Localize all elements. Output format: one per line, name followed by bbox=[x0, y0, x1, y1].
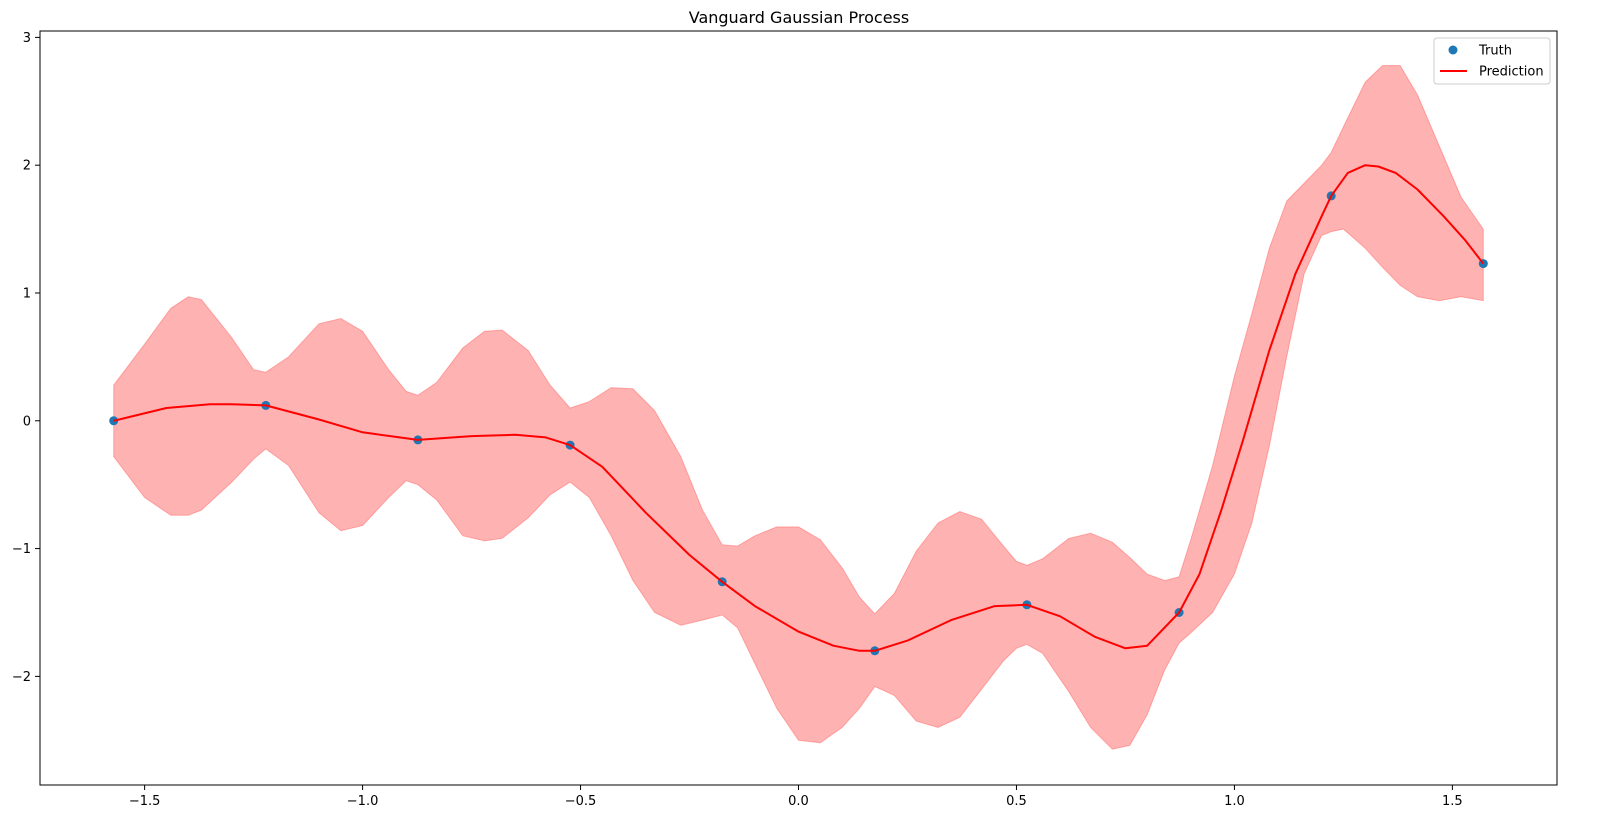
x-tick-label: −0.5 bbox=[565, 794, 597, 809]
x-tick-label: 0.5 bbox=[1006, 794, 1027, 809]
x-tick-label: −1.0 bbox=[347, 794, 379, 809]
axes: −1.5 −1.0 −0.5 0.0 0.5 1.0 1.5 −2 −1 0 1 2 3 bbox=[12, 30, 1558, 809]
legend: Truth Prediction bbox=[1433, 37, 1551, 85]
legend-box bbox=[1433, 37, 1551, 85]
prediction-line bbox=[113, 164, 1485, 652]
y-tick-label: 2 bbox=[23, 159, 31, 174]
x-tick-label: 0.0 bbox=[788, 794, 809, 809]
x-tick-label: 1.0 bbox=[1224, 794, 1245, 809]
confidence-band bbox=[113, 65, 1484, 750]
x-tick-label: 1.5 bbox=[1442, 794, 1463, 809]
y-tick-label: −2 bbox=[12, 670, 31, 685]
legend-label-truth: Truth bbox=[1478, 44, 1512, 59]
legend-label-prediction: Prediction bbox=[1479, 65, 1544, 80]
y-tick-label: −1 bbox=[12, 542, 31, 557]
legend-truth-marker bbox=[1448, 45, 1458, 55]
y-tick-label: 1 bbox=[23, 286, 31, 301]
plot-area bbox=[109, 65, 1488, 750]
y-tick-label: 3 bbox=[23, 31, 31, 46]
chart-title: Vanguard Gaussian Process bbox=[689, 8, 909, 27]
x-tick-label: −1.5 bbox=[129, 794, 161, 809]
y-tick-label: 0 bbox=[23, 414, 31, 429]
